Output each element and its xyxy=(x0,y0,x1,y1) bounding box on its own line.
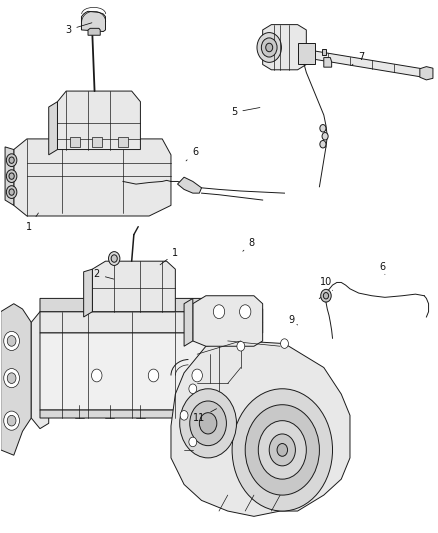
Circle shape xyxy=(109,252,120,265)
Polygon shape xyxy=(177,177,201,193)
Text: 11: 11 xyxy=(193,409,216,423)
Circle shape xyxy=(7,185,17,198)
Text: 9: 9 xyxy=(288,314,297,325)
Polygon shape xyxy=(88,28,100,35)
Polygon shape xyxy=(171,341,350,516)
Circle shape xyxy=(9,157,14,164)
FancyBboxPatch shape xyxy=(70,138,80,147)
Circle shape xyxy=(4,368,19,387)
Text: 6: 6 xyxy=(186,147,198,161)
Text: 10: 10 xyxy=(320,278,332,290)
Text: 5: 5 xyxy=(231,107,260,117)
Circle shape xyxy=(111,255,117,262)
Polygon shape xyxy=(14,139,171,216)
Text: 2: 2 xyxy=(94,270,114,279)
Polygon shape xyxy=(193,296,263,346)
Polygon shape xyxy=(1,304,31,455)
Polygon shape xyxy=(49,102,57,155)
Circle shape xyxy=(240,305,251,319)
Polygon shape xyxy=(324,58,332,67)
Circle shape xyxy=(192,369,202,382)
Circle shape xyxy=(92,369,102,382)
Circle shape xyxy=(245,405,319,495)
Circle shape xyxy=(320,125,326,132)
Text: 7: 7 xyxy=(352,52,364,65)
Circle shape xyxy=(7,336,16,346)
Circle shape xyxy=(277,443,288,456)
Circle shape xyxy=(257,33,282,62)
Text: 1: 1 xyxy=(26,213,39,232)
Polygon shape xyxy=(184,298,193,346)
Circle shape xyxy=(261,38,277,57)
Circle shape xyxy=(7,415,16,426)
Polygon shape xyxy=(40,312,263,333)
Text: 3: 3 xyxy=(65,23,92,35)
Circle shape xyxy=(9,173,14,179)
Polygon shape xyxy=(40,333,263,410)
Circle shape xyxy=(213,305,225,319)
Circle shape xyxy=(320,141,326,148)
Circle shape xyxy=(189,437,197,447)
Circle shape xyxy=(180,410,188,420)
Circle shape xyxy=(232,389,332,511)
Circle shape xyxy=(190,401,226,446)
Text: 6: 6 xyxy=(380,262,386,274)
Circle shape xyxy=(148,369,159,382)
Polygon shape xyxy=(5,147,14,205)
Circle shape xyxy=(199,413,217,434)
Circle shape xyxy=(266,43,273,52)
Circle shape xyxy=(4,332,19,351)
Polygon shape xyxy=(40,410,263,418)
Polygon shape xyxy=(92,261,175,312)
Circle shape xyxy=(9,189,14,195)
Circle shape xyxy=(258,421,306,479)
FancyBboxPatch shape xyxy=(118,138,128,147)
Polygon shape xyxy=(84,269,92,317)
Circle shape xyxy=(7,373,16,383)
Circle shape xyxy=(180,389,237,458)
Circle shape xyxy=(7,154,17,166)
Polygon shape xyxy=(321,49,326,55)
Polygon shape xyxy=(81,11,106,31)
Circle shape xyxy=(281,339,288,349)
Circle shape xyxy=(322,133,328,140)
Circle shape xyxy=(237,342,245,351)
Circle shape xyxy=(323,293,328,299)
Text: 1: 1 xyxy=(160,248,178,265)
Circle shape xyxy=(7,169,17,182)
Polygon shape xyxy=(57,91,141,150)
Circle shape xyxy=(4,411,19,430)
Circle shape xyxy=(269,434,295,466)
Polygon shape xyxy=(263,25,306,70)
Circle shape xyxy=(321,289,331,302)
Polygon shape xyxy=(31,312,49,429)
FancyBboxPatch shape xyxy=(92,138,102,147)
Text: 8: 8 xyxy=(243,238,255,251)
Circle shape xyxy=(189,384,197,393)
Polygon shape xyxy=(40,298,263,322)
Polygon shape xyxy=(420,67,433,80)
Polygon shape xyxy=(297,43,315,64)
Polygon shape xyxy=(304,50,428,78)
